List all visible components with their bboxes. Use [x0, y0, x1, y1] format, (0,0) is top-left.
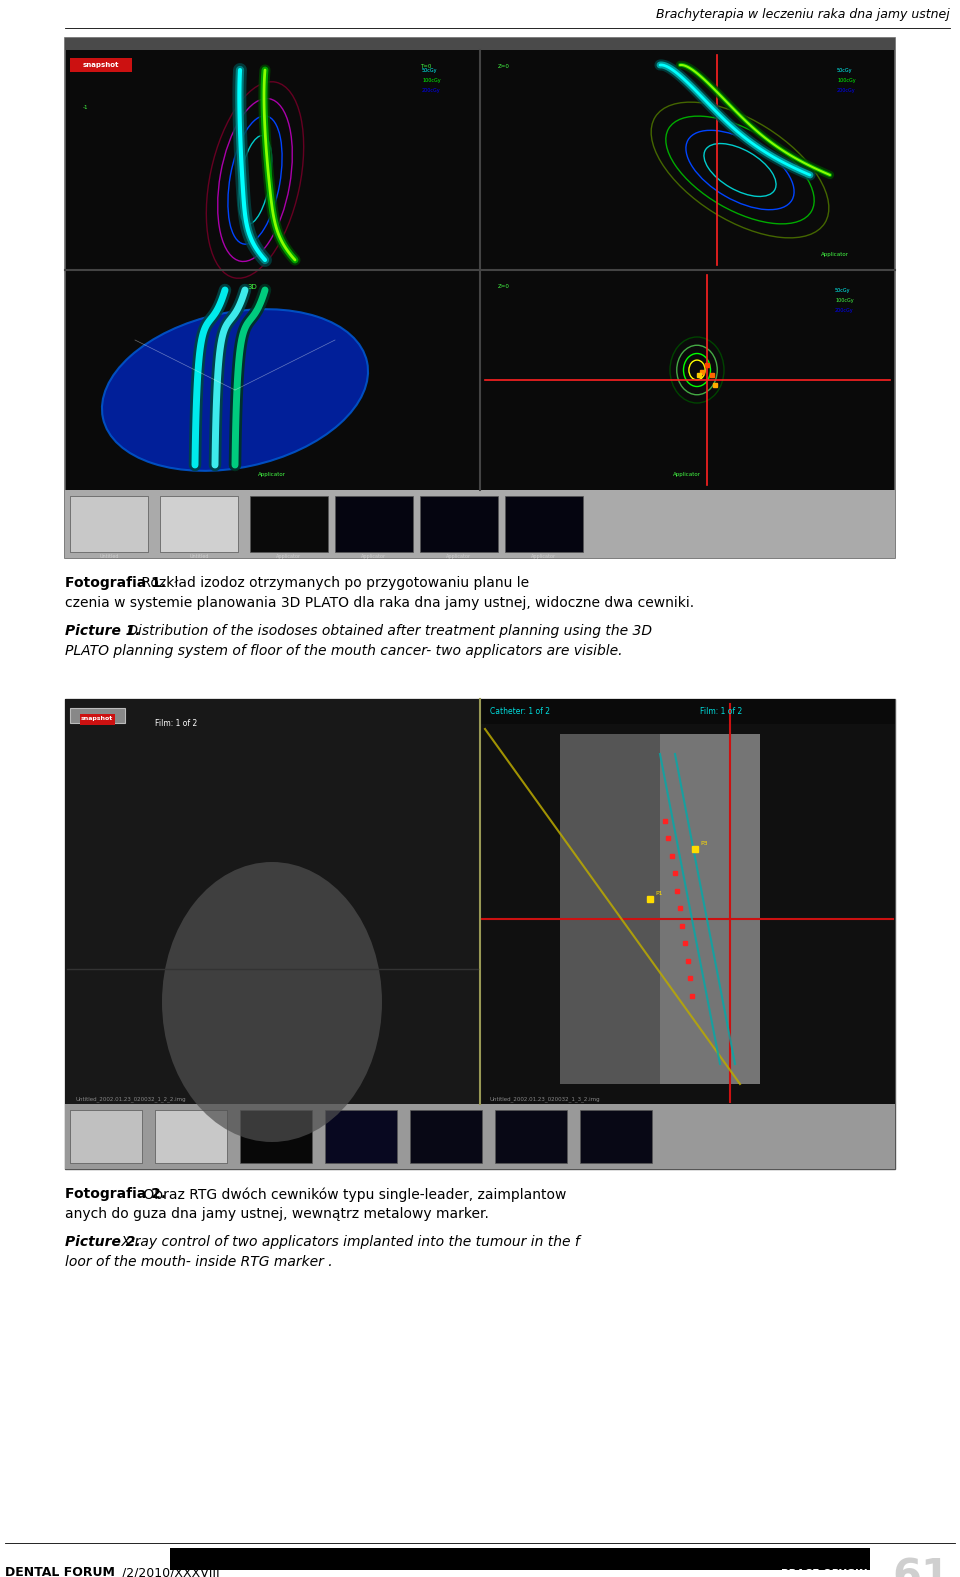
- Bar: [70, 58, 132, 73]
- Text: Applicator: Applicator: [446, 554, 471, 558]
- Text: 200cGy: 200cGy: [422, 88, 441, 93]
- Text: 61: 61: [892, 1556, 950, 1577]
- Text: Applicator: Applicator: [258, 472, 286, 476]
- Text: PLATO planning system of floor of the mouth cancer- two applicators are visible.: PLATO planning system of floor of the mo…: [65, 643, 622, 658]
- Bar: [560, 733, 760, 1083]
- Bar: [335, 497, 413, 552]
- Bar: [80, 714, 115, 725]
- Text: Fotografia 1.: Fotografia 1.: [65, 576, 166, 590]
- Bar: [580, 1110, 652, 1162]
- Bar: [65, 699, 480, 1104]
- Text: 200cGy: 200cGy: [837, 88, 855, 93]
- Text: /2/2010/XXXVIII: /2/2010/XXXVIII: [118, 1566, 220, 1577]
- Text: anych do guza dna jamy ustnej, wewnątrz metalowy marker.: anych do guza dna jamy ustnej, wewnątrz …: [65, 1206, 489, 1221]
- Text: Applicator: Applicator: [673, 472, 701, 476]
- Bar: [65, 38, 895, 50]
- Text: Catheter: 1 of 2: Catheter: 1 of 2: [490, 706, 550, 716]
- Text: Brachyterapia w leczeniu raka dna jamy ustnej: Brachyterapia w leczeniu raka dna jamy u…: [657, 8, 950, 21]
- Text: Applicator: Applicator: [361, 554, 387, 558]
- Bar: [155, 1110, 227, 1162]
- Text: Untitled: Untitled: [189, 554, 208, 558]
- Bar: [420, 497, 498, 552]
- Text: Fotografia 2.: Fotografia 2.: [65, 1187, 166, 1202]
- Bar: [480, 699, 895, 724]
- Bar: [70, 708, 125, 722]
- Text: PRACE ORYGINALNE: PRACE ORYGINALNE: [781, 1569, 899, 1577]
- Bar: [480, 699, 895, 1104]
- Ellipse shape: [102, 309, 368, 472]
- Bar: [495, 1110, 567, 1162]
- Text: Applicator: Applicator: [821, 252, 849, 257]
- Bar: [65, 490, 895, 558]
- Bar: [250, 497, 328, 552]
- Text: Film: 1 of 2: Film: 1 of 2: [155, 719, 197, 729]
- Bar: [410, 1110, 482, 1162]
- Text: Z=0: Z=0: [498, 284, 510, 289]
- Text: T=0: T=0: [420, 65, 431, 69]
- Bar: [505, 497, 583, 552]
- Bar: [65, 1104, 895, 1169]
- Text: Untitled_2002.01.23_020032_1_2_2.img: Untitled_2002.01.23_020032_1_2_2.img: [75, 1096, 185, 1102]
- Text: P1: P1: [655, 891, 662, 896]
- Bar: [240, 1110, 312, 1162]
- Text: 100cGy: 100cGy: [835, 298, 853, 303]
- Text: DENTAL FORUM: DENTAL FORUM: [5, 1566, 115, 1577]
- Bar: [560, 733, 660, 1083]
- Bar: [70, 497, 148, 552]
- Text: 50cGy: 50cGy: [835, 289, 851, 293]
- Text: Picture 2.: Picture 2.: [65, 1235, 140, 1249]
- Bar: [325, 1110, 397, 1162]
- Text: 100cGy: 100cGy: [837, 77, 855, 84]
- Bar: [70, 1110, 142, 1162]
- Text: 50cGy: 50cGy: [422, 68, 438, 73]
- Bar: [160, 497, 238, 552]
- Text: Untitled_2002.01.23_020032_1_3_2.img: Untitled_2002.01.23_020032_1_3_2.img: [490, 1096, 601, 1102]
- Text: Film: 1 of 2: Film: 1 of 2: [700, 706, 742, 716]
- Text: Applicator: Applicator: [532, 554, 557, 558]
- Text: czenia w systemie planowania 3D PLATO dla raka dna jamy ustnej, widoczne dwa cew: czenia w systemie planowania 3D PLATO dl…: [65, 596, 694, 610]
- Ellipse shape: [162, 863, 382, 1142]
- Text: Z=0: Z=0: [498, 65, 510, 69]
- Text: 200cGy: 200cGy: [835, 308, 853, 312]
- Text: -1: -1: [83, 106, 88, 110]
- Text: snapshot: snapshot: [81, 716, 113, 721]
- Text: 3D: 3D: [247, 284, 257, 290]
- Text: Applicator: Applicator: [276, 554, 301, 558]
- Text: loor of the mouth- inside RTG marker .: loor of the mouth- inside RTG marker .: [65, 1255, 332, 1269]
- Bar: [170, 1549, 870, 1571]
- Text: Untitled: Untitled: [99, 554, 119, 558]
- Text: Picture 1.: Picture 1.: [65, 624, 140, 639]
- Bar: [65, 38, 895, 558]
- Text: 100cGy: 100cGy: [422, 77, 441, 84]
- Text: 50cGy: 50cGy: [837, 68, 852, 73]
- Text: X-ray control of two applicators implanted into the tumour in the f: X-ray control of two applicators implant…: [117, 1235, 580, 1249]
- Text: Rozkład izodoz otrzymanych po przygotowaniu planu le: Rozkład izodoz otrzymanych po przygotowa…: [137, 576, 529, 590]
- Text: snapshot: snapshot: [83, 62, 119, 68]
- Text: Distribution of the isodoses obtained after treatment planning using the 3D: Distribution of the isodoses obtained af…: [123, 624, 652, 639]
- Text: Obraz RTG dwóch cewników typu single-leader, zaimplantow: Obraz RTG dwóch cewników typu single-lea…: [139, 1187, 566, 1202]
- Text: P3: P3: [700, 841, 708, 845]
- Bar: [65, 699, 895, 1169]
